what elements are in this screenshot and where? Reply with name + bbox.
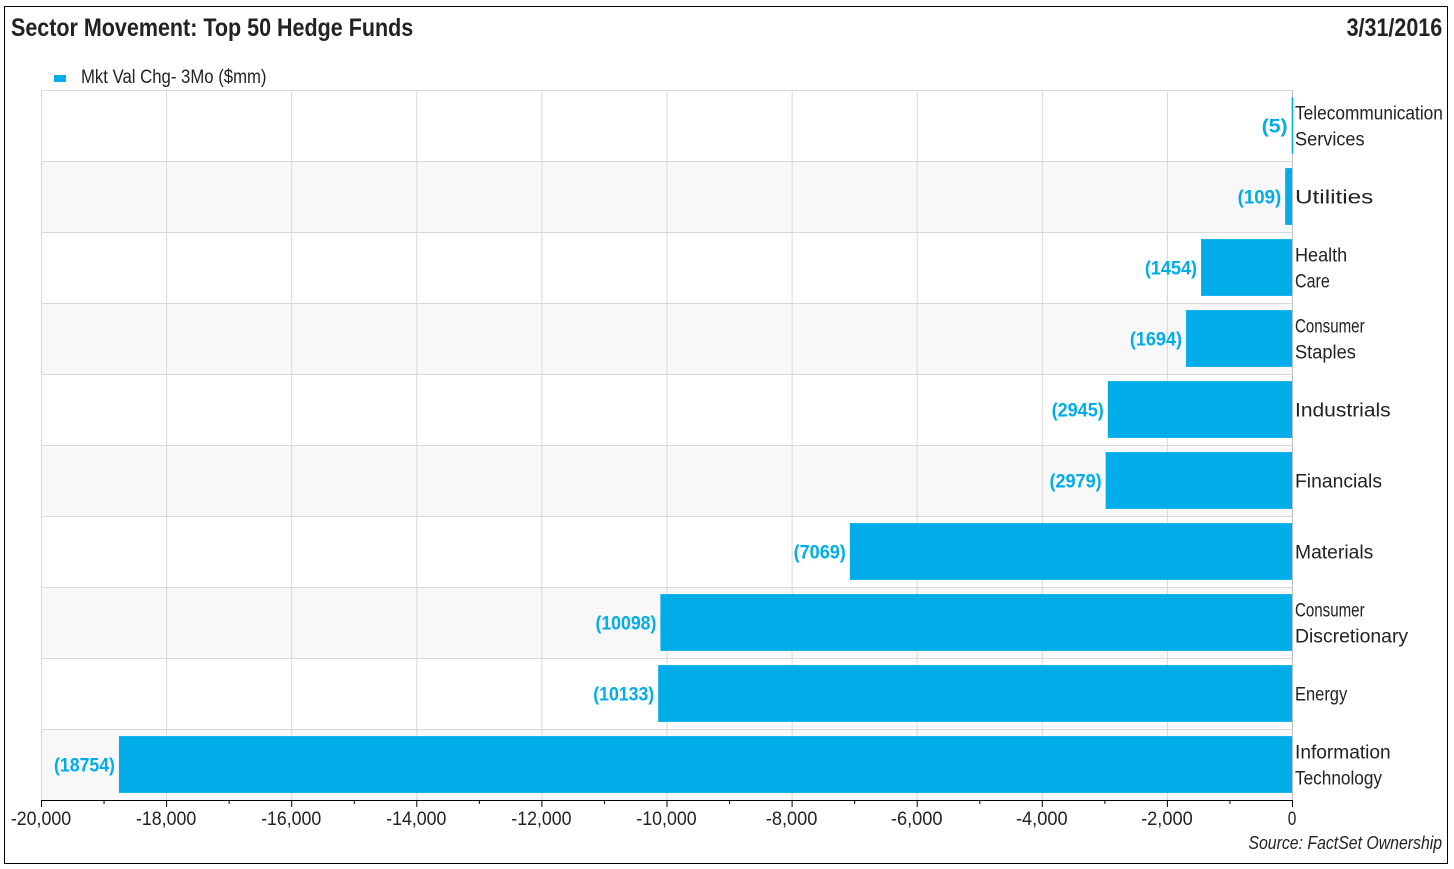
legend-swatch [54,74,66,82]
chart-title: Sector Movement: Top 50 Hedge Funds [11,14,414,42]
category-label: Utilities [1295,188,1373,209]
category-label: Industrials [1295,401,1391,422]
data-label: (2945) [1052,401,1104,422]
category-label: Materials [1295,543,1373,564]
x-tick-label: -2,000 [1141,809,1193,830]
bar [1186,310,1292,367]
category-label: Staples [1295,343,1356,364]
data-label: (18754) [54,756,115,777]
bar [1291,97,1294,154]
x-tick-label: 0 [1288,809,1297,830]
x-tick-label: -14,000 [386,809,446,830]
x-tick-label: -8,000 [766,809,818,830]
category-label: Health [1295,246,1347,267]
category-label: Discretionary [1295,627,1409,648]
x-tick-label: -18,000 [136,809,196,830]
category-label: Telecommunication [1295,104,1443,125]
data-label: (2979) [1049,472,1101,493]
bar [660,594,1292,651]
category-label: Technology [1295,769,1382,790]
chart-date: 3/31/2016 [1346,14,1442,42]
bar [1201,239,1292,296]
category-label: Consumer [1295,601,1365,622]
category-label: Financials [1295,472,1382,493]
bar [1105,452,1292,509]
x-tick-label: -6,000 [891,809,943,830]
legend-label: Mkt Val Chg- 3Mo ($mm) [81,67,267,88]
bar [849,523,1292,580]
bar [1107,381,1292,438]
legend: Mkt Val Chg- 3Mo ($mm) [54,66,292,90]
x-tick-label: -10,000 [636,809,696,830]
category-label: Care [1295,272,1330,293]
category-label: Services [1295,130,1365,151]
x-tick-label: -4,000 [1016,809,1068,830]
bar [658,665,1292,722]
data-label: (5) [1262,117,1288,138]
x-tick-label: -20,000 [11,809,71,830]
category-label: Information [1295,743,1391,764]
source-note: Source: FactSet Ownership [1248,833,1442,853]
data-label: (1694) [1130,330,1182,351]
x-tick-label: -16,000 [261,809,321,830]
category-label: Consumer [1295,317,1365,338]
bar [118,736,1293,793]
category-label: Energy [1295,685,1348,706]
data-label: (109) [1238,188,1282,209]
data-label: (7069) [794,543,846,564]
data-label: (1454) [1145,259,1197,280]
data-label: (10098) [595,614,656,635]
data-label: (10133) [593,685,654,706]
bar [1285,168,1292,225]
chart-frame [4,6,1448,864]
x-tick-label: -12,000 [511,809,571,830]
